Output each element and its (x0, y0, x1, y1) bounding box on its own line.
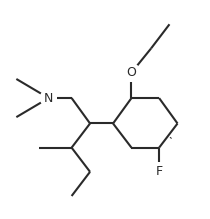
Text: O: O (127, 66, 136, 79)
Text: F: F (156, 165, 163, 178)
Text: N: N (44, 92, 53, 104)
